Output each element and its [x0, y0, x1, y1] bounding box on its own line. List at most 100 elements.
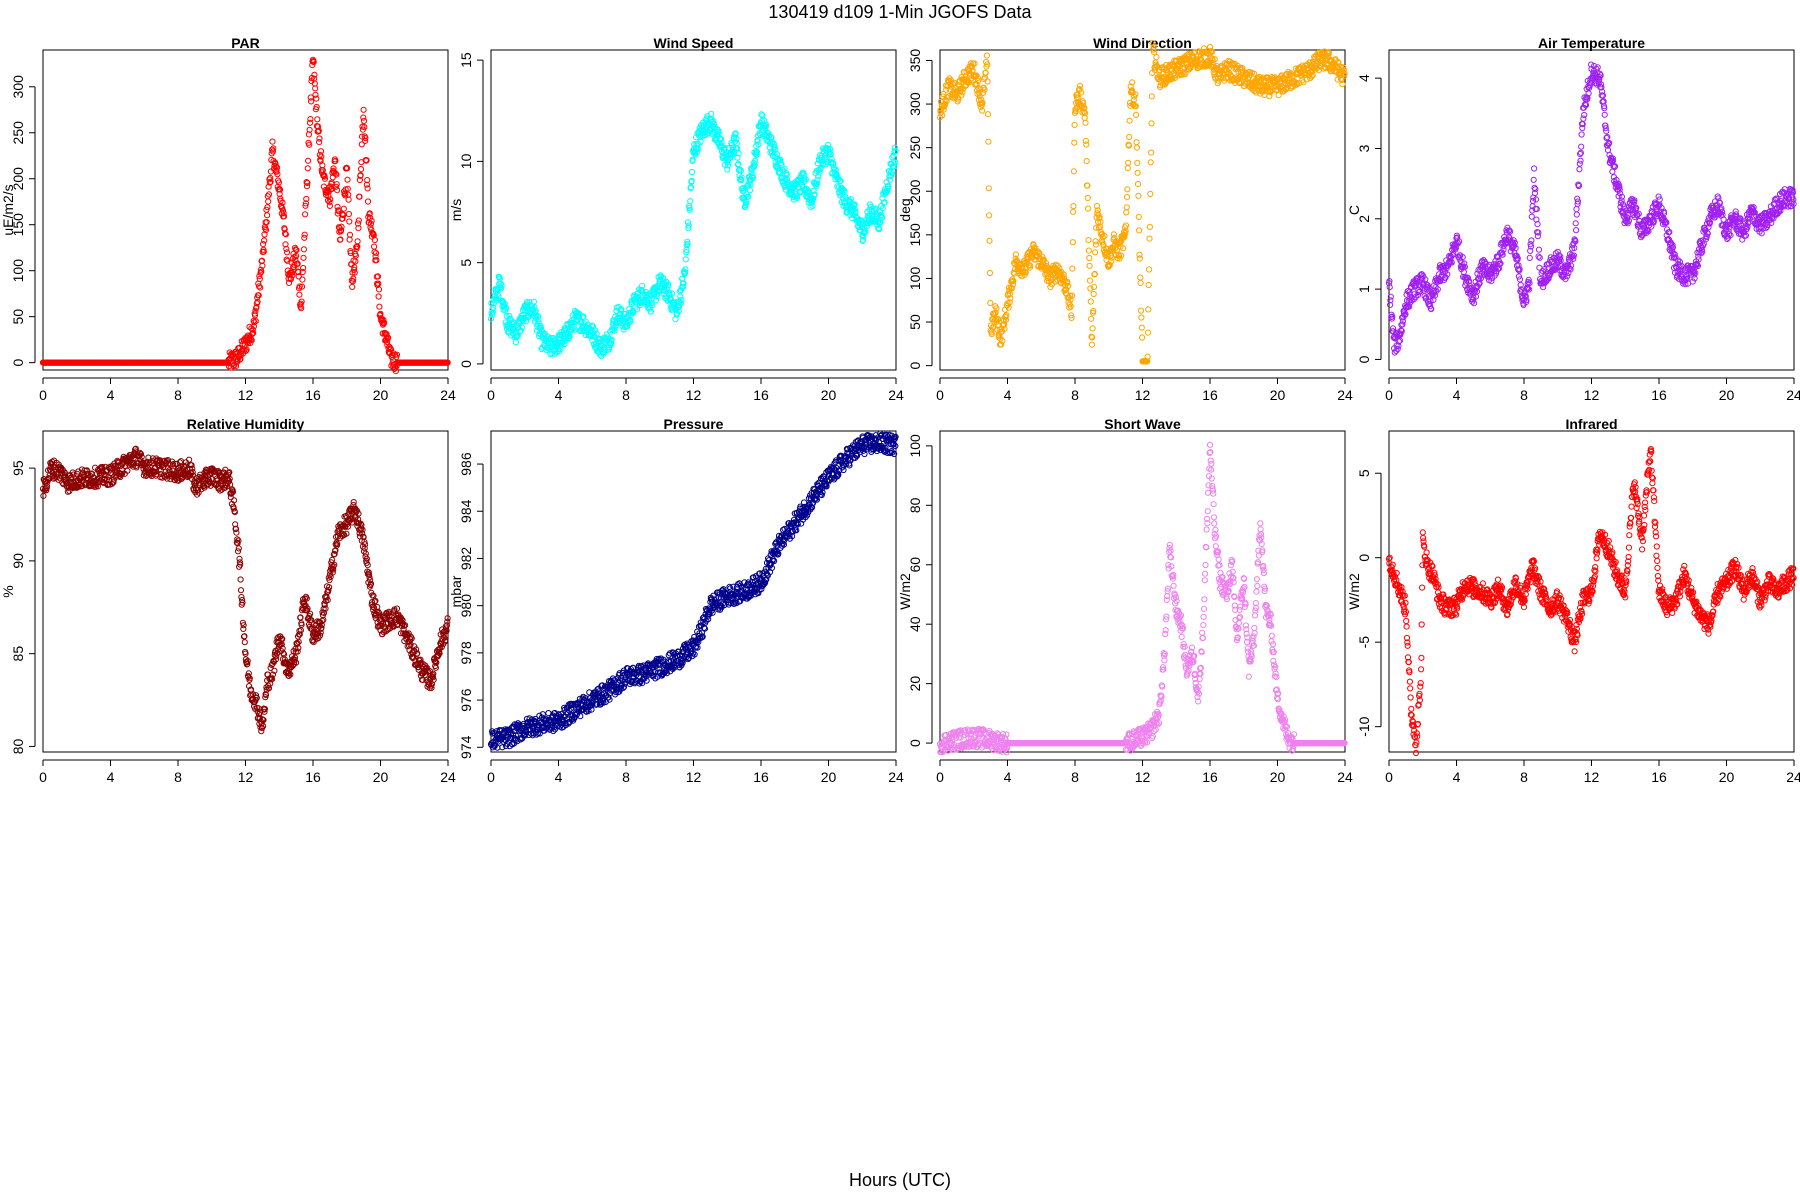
data-point: [1137, 279, 1144, 286]
x-tick-label: 20: [1719, 387, 1735, 403]
data-point: [333, 171, 340, 178]
data-point: [512, 339, 520, 346]
data-point: [303, 179, 310, 186]
data-point: [338, 223, 345, 230]
data-point: [1090, 290, 1097, 298]
data-point: [1137, 307, 1145, 314]
data-point: [986, 237, 993, 244]
data-point: [350, 266, 358, 273]
data-point: [1147, 190, 1154, 197]
data-point: [273, 164, 281, 171]
data-point: [276, 186, 284, 193]
data-point: [250, 323, 257, 330]
data-point: [687, 198, 694, 205]
data-point: [295, 269, 302, 276]
data-point: [282, 241, 289, 248]
y-tick-label: 80: [10, 738, 26, 754]
x-tick-label: 0: [1385, 387, 1393, 403]
x-tick-label: 4: [1453, 387, 1461, 403]
data-point: [1070, 168, 1078, 175]
data-point: [255, 292, 262, 299]
data-point: [283, 249, 291, 256]
data-point: [259, 262, 266, 269]
data-point: [303, 183, 311, 190]
panel-title: Air Temperature: [1538, 35, 1645, 51]
data-point: [302, 200, 309, 207]
y-tick-label: 50: [907, 314, 923, 330]
data-point: [688, 168, 696, 176]
data-point: [364, 177, 371, 184]
data-point: [1124, 165, 1131, 172]
data-point: [372, 253, 379, 260]
data-point: [260, 241, 267, 248]
data-point: [272, 160, 279, 167]
data-point: [1086, 254, 1093, 262]
data-point: [364, 185, 371, 192]
data-points: [487, 110, 899, 360]
data-point: [340, 205, 347, 212]
data-point: [381, 319, 388, 326]
data-point: [298, 298, 305, 305]
data-point: [344, 176, 351, 183]
data-point: [1070, 208, 1077, 215]
y-tick-label: 200: [10, 167, 26, 191]
data-point: [682, 256, 689, 263]
data-point: [1535, 246, 1543, 253]
data-point: [304, 179, 311, 186]
data-point: [1136, 255, 1144, 262]
data-point: [677, 293, 684, 300]
data-point: [300, 246, 307, 253]
y-axis-label: uE/m2/s: [0, 184, 16, 235]
data-point: [298, 283, 306, 290]
x-tick-label: 4: [1004, 387, 1012, 403]
data-point: [1088, 341, 1096, 348]
data-point: [1531, 165, 1538, 172]
data-point: [299, 268, 306, 276]
data-point: [267, 178, 274, 185]
plot-frame: [490, 49, 897, 371]
y-tick-label: 150: [10, 213, 26, 237]
data-point: [1092, 241, 1100, 248]
data-point: [261, 237, 268, 244]
data-point: [985, 185, 992, 192]
y-tick-label: 3: [1356, 144, 1372, 152]
data-point: [303, 195, 310, 203]
y-axis-label: deg: [897, 198, 913, 221]
x-tick-label: 16: [305, 387, 321, 403]
data-point: [1138, 314, 1145, 321]
data-point: [1134, 159, 1141, 166]
data-point: [355, 217, 362, 224]
data-point: [302, 211, 309, 218]
data-point: [263, 219, 270, 226]
data-point: [243, 346, 250, 353]
data-point: [1601, 111, 1608, 118]
data-point: [1071, 121, 1078, 129]
data-point: [346, 218, 353, 225]
data-point: [350, 275, 357, 282]
data-point: [1069, 239, 1076, 246]
data-point: [354, 220, 362, 227]
data-point: [305, 157, 312, 164]
data-point: [1089, 325, 1096, 332]
data-point: [1083, 158, 1090, 165]
x-tick-label: 16: [753, 387, 769, 403]
data-point: [1085, 247, 1093, 254]
data-point: [1275, 92, 1282, 99]
data-point: [265, 191, 273, 198]
x-axis: 0 4 8 12 16 20 24: [39, 377, 456, 403]
data-point: [256, 275, 263, 283]
data-point: [375, 286, 383, 293]
x-tick-label: 24: [440, 387, 456, 403]
data-point: [983, 52, 991, 59]
x-axis: 0 4 8 12 16 20 24: [487, 377, 904, 403]
data-point: [346, 231, 354, 238]
data-point: [306, 119, 314, 126]
x-tick-label: 0: [487, 387, 495, 403]
data-point: [313, 95, 320, 102]
data-point: [1135, 192, 1142, 199]
data-point: [1069, 265, 1076, 272]
